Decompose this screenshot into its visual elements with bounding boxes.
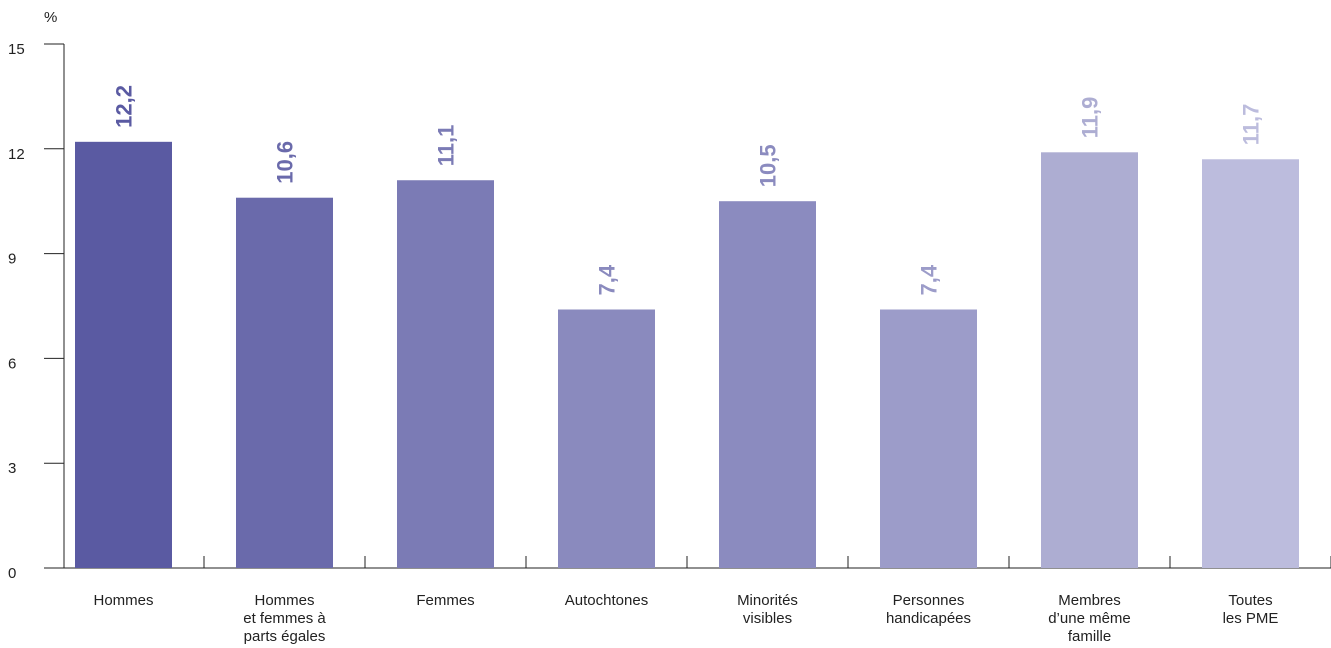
value-label: 7,4 [917,264,942,295]
value-label: 10,6 [273,141,298,184]
bar [397,180,494,569]
y-tick-label: 6 [8,355,16,372]
bar [880,309,977,568]
bar [719,201,816,568]
bar [75,141,172,568]
value-label: 10,5 [756,144,781,187]
bar [1041,152,1138,568]
x-tick-label: Autochtones [565,592,648,609]
y-tick-label: 12 [8,146,25,163]
x-tick-label: Toutes les PME [1223,592,1279,627]
y-tick-label: 3 [8,460,16,477]
y-axis-unit: % [44,9,57,26]
value-label: 11,9 [1078,97,1103,139]
value-label: 12,2 [112,85,137,128]
y-tick-label: 15 [8,41,25,58]
bar [236,197,333,568]
x-tick-label: Femmes [416,592,474,609]
x-tick-label: Membres d’une même famille [1048,592,1131,645]
value-label: 7,4 [595,264,620,295]
x-tick-label: Minorités visibles [737,592,798,627]
x-tick-label: Hommes et femmes à parts égales [243,592,326,645]
x-tick-label: Personnes handicapées [886,592,971,627]
value-label: 11,7 [1239,104,1264,146]
bar [1202,159,1299,568]
y-tick-label: 0 [8,565,16,582]
x-tick-label: Hommes [93,592,153,609]
y-tick-label: 9 [8,251,16,268]
value-label: 11,1 [434,125,459,167]
bar [558,309,655,568]
